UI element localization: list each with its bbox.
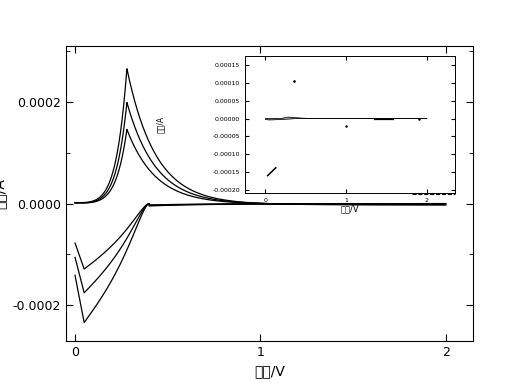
Y-axis label: 电流/A: 电流/A	[156, 116, 165, 133]
X-axis label: 电压/V: 电压/V	[341, 205, 359, 214]
Y-axis label: 电流/A: 电流/A	[0, 178, 7, 209]
X-axis label: 电压/V: 电压/V	[254, 364, 285, 378]
